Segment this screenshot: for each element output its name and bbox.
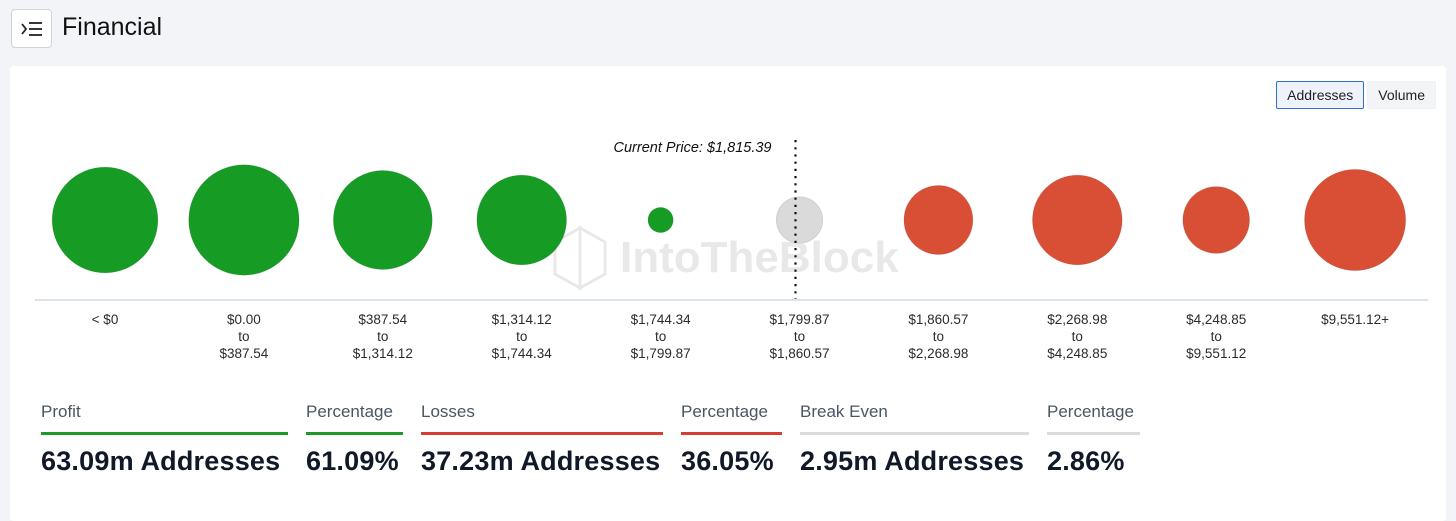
bucket-label: to (1211, 329, 1222, 344)
break-even-percentage-label: Percentage (1047, 402, 1134, 421)
profit-percentage-value: 61.09% (306, 446, 399, 476)
bucket-label: to (516, 329, 527, 344)
losses-percentage-rule (681, 432, 782, 435)
watermark-logo-icon (553, 225, 607, 291)
bubble-profit (51, 166, 159, 274)
bucket-label: to (655, 329, 666, 344)
bubble-profit (647, 206, 674, 234)
bucket-label: $387.54 (219, 346, 268, 361)
menu-toggle-button[interactable] (11, 9, 52, 48)
metric-toggle: Addresses Volume (1276, 81, 1436, 109)
bucket-label: $1,744.34 (631, 312, 692, 327)
losses-label: Losses (421, 402, 475, 421)
bubble-profit (476, 174, 568, 266)
bucket-label: to (933, 329, 944, 344)
break-even-percentage-rule (1047, 432, 1140, 435)
watermark: IntoTheBlock (553, 225, 899, 291)
break-even-stat: Break Even 2.95m Addresses (800, 402, 1029, 477)
bucket-label: $1,314.12 (492, 312, 552, 327)
bucket-label: $1,860.57 (908, 312, 968, 327)
bubble-losses (1031, 174, 1123, 266)
losses-value: 37.23m Addresses (421, 446, 661, 476)
addresses-toggle-button[interactable]: Addresses (1276, 81, 1365, 109)
bubble-break_even (776, 196, 823, 244)
page-title: Financial (62, 13, 163, 41)
bubble-losses (903, 185, 974, 255)
break-even-percentage-value: 2.86% (1047, 446, 1125, 476)
bucket-label: $2,268.98 (908, 346, 968, 361)
break-even-rule (800, 432, 1029, 435)
bucket-label: $1,799.87 (631, 346, 691, 361)
in-out-money-card: Addresses Volume IntoTheBlock < $0 $0.00 to… (10, 66, 1446, 521)
losses-percentage-label: Percentage (681, 402, 768, 421)
bucket-label: $1,314.12 (353, 346, 413, 361)
bucket-label: $4,248.85 (1047, 346, 1107, 361)
bucket-label: to (238, 329, 249, 344)
collapse-menu-icon (20, 21, 42, 36)
break-even-value: 2.95m Addresses (800, 446, 1025, 476)
bubble-chart: IntoTheBlock < $0 $0.00 to $387.54 $387.54 to $… (35, 140, 1428, 361)
volume-toggle-button[interactable]: Volume (1367, 81, 1436, 109)
bucket-label: to (1072, 329, 1083, 344)
losses-rule (421, 432, 663, 435)
bucket-label: < $0 (92, 312, 119, 327)
bubble-profit (332, 170, 433, 270)
losses-percentage-stat: Percentage 36.05% (681, 402, 782, 477)
losses-percentage-value: 36.05% (681, 446, 774, 476)
profit-rule (41, 432, 288, 435)
top-bar: Financial (0, 0, 1456, 62)
watermark-text: IntoTheBlock (620, 233, 899, 282)
break-even-percentage-stat: Percentage 2.86% (1047, 402, 1140, 477)
profit-value: 63.09m Addresses (41, 446, 281, 476)
profit-label: Profit (41, 402, 81, 421)
losses-stat: Losses 37.23m Addresses (421, 402, 663, 477)
bucket-label: $1,799.87 (769, 312, 829, 327)
bucket-label: $2,268.98 (1047, 312, 1107, 327)
profit-percentage-rule (306, 432, 403, 435)
bubble-losses (1304, 168, 1407, 272)
bucket-label: to (794, 329, 805, 344)
bucket-label: $1,744.34 (492, 346, 553, 361)
profit-percentage-label: Percentage (306, 402, 393, 421)
current-price-label: Current Price: $1,815.39 (614, 140, 772, 156)
bucket-label: $9,551.12+ (1321, 312, 1389, 327)
bucket-label: $387.54 (358, 312, 407, 327)
profit-stat: Profit 63.09m Addresses (41, 402, 288, 477)
bubble-profit (188, 164, 300, 276)
bucket-label: $1,860.57 (769, 346, 829, 361)
bucket-label: $4,248.85 (1186, 312, 1246, 327)
bubble-losses (1182, 186, 1251, 254)
profit-percentage-stat: Percentage 61.09% (306, 402, 403, 477)
bucket-label: $0.00 (227, 312, 261, 327)
bucket-label: to (377, 329, 388, 344)
break-even-label: Break Even (800, 402, 888, 421)
bucket-label: $9,551.12 (1186, 346, 1246, 361)
